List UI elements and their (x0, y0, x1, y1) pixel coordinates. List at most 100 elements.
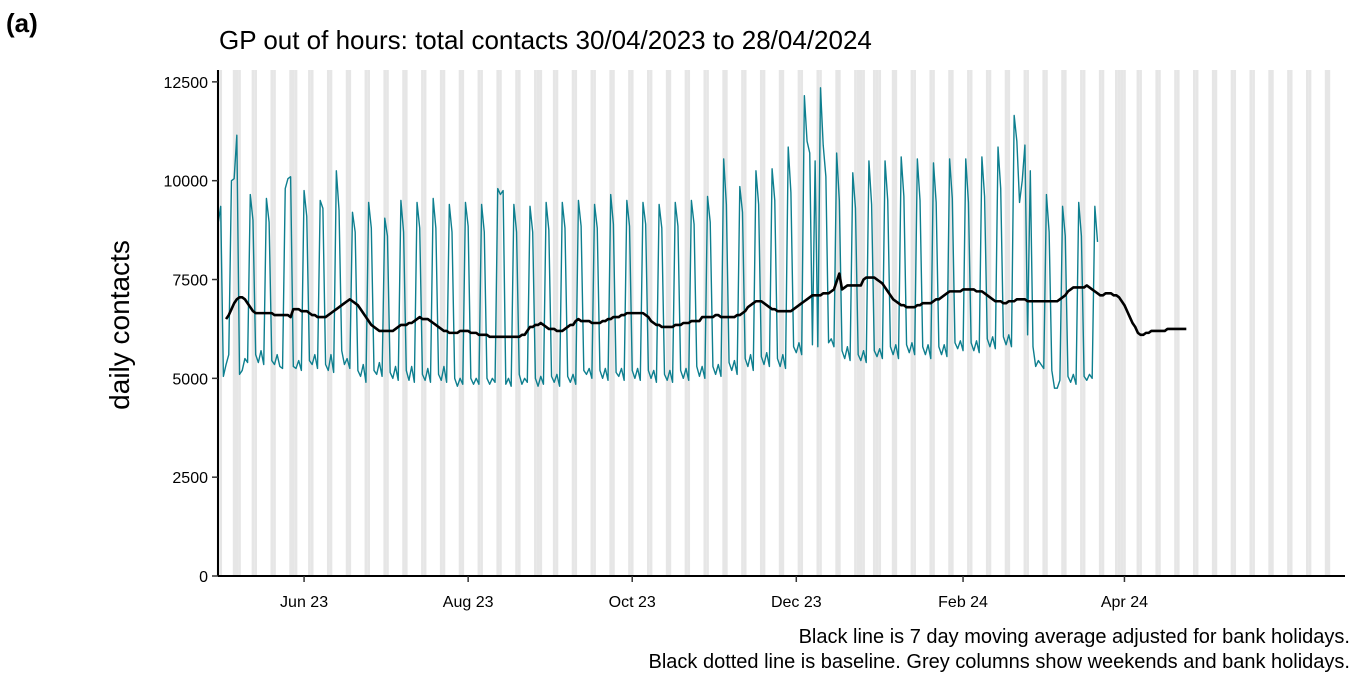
weekend-column (1233, 70, 1237, 576)
weekend-column (402, 70, 405, 576)
y-tick-label: 5000 (172, 371, 208, 388)
weekend-column (1098, 70, 1102, 576)
weekend-column (308, 70, 311, 576)
weekend-column (932, 70, 935, 576)
weekend-column (273, 70, 276, 576)
weekend-column (894, 70, 898, 576)
weekend-column (345, 70, 349, 576)
weekend-column (1023, 70, 1027, 576)
weekend-column (534, 70, 537, 576)
weekend-column (1007, 70, 1011, 576)
weekend-column (439, 70, 443, 576)
y-tick-label: 12500 (164, 75, 209, 92)
weekend-column (967, 70, 970, 576)
weekend-column (421, 70, 424, 576)
weekend-column (552, 70, 556, 576)
panel-label: (a) (6, 8, 38, 38)
x-tick-label: Feb 24 (938, 594, 988, 611)
moving-average-line (224, 272, 1187, 339)
weekend-column (703, 70, 707, 576)
weekend-column (762, 70, 766, 576)
weekend-column (1139, 70, 1142, 576)
weekend-column (270, 70, 274, 576)
weekend-shading-layer (216, 70, 1331, 576)
weekend-column (348, 70, 352, 576)
weekend-column (1268, 70, 1272, 576)
weekend-column (1080, 70, 1083, 576)
weekend-column (1271, 70, 1274, 576)
weekend-column (1214, 70, 1218, 576)
weekend-column (1193, 70, 1196, 576)
weekend-column (722, 70, 726, 576)
weekend-column (310, 70, 314, 576)
weekend-column (383, 70, 387, 576)
caption-shading-note: Black dotted line is baseline. Grey colu… (648, 651, 1350, 673)
weekend-column (628, 70, 631, 576)
weekend-column (1136, 70, 1140, 576)
weekend-column (404, 70, 408, 576)
weekend-column (1061, 70, 1064, 576)
weekend-column (837, 70, 841, 576)
weekend-column (668, 70, 672, 576)
x-tick-label: Jun 23 (280, 594, 328, 611)
daily-contacts-line (217, 87, 1099, 389)
weekend-column (778, 70, 782, 576)
weekend-column (1045, 70, 1048, 576)
weekend-column (1063, 70, 1067, 576)
weekend-column (1155, 70, 1159, 576)
weekend-column (950, 70, 954, 576)
x-tick-label: Aug 23 (443, 594, 494, 611)
weekend-column (725, 70, 728, 576)
weekend-column (1195, 70, 1199, 576)
weekend-column (781, 70, 785, 576)
weekend-column (235, 70, 239, 576)
weekend-column (1249, 70, 1253, 576)
weekend-column (862, 70, 865, 576)
weekend-column (988, 70, 992, 576)
weekend-column (1101, 70, 1105, 576)
axes: 0 2500 5000 7500 10000 12500 Jun 23 Aug 23 Oct 2… (164, 70, 1345, 611)
weekend-column (797, 70, 801, 576)
weekend-column (948, 70, 951, 576)
weekend-column (517, 70, 521, 576)
weekend-column (232, 70, 236, 576)
weekend-column (1004, 70, 1008, 576)
weekend-column (741, 70, 744, 576)
weekend-column (442, 70, 446, 576)
x-tick-label: Oct 23 (609, 594, 656, 611)
weekend-column (1230, 70, 1234, 576)
weekend-column (665, 70, 669, 576)
weekend-column (1158, 70, 1161, 576)
weekend-column (536, 70, 540, 576)
weekend-column (329, 70, 333, 576)
weekend-column (1117, 70, 1121, 576)
weekend-column (1327, 70, 1331, 576)
y-tick-label: 0 (199, 569, 208, 586)
weekend-column (423, 70, 427, 576)
weekend-column (647, 70, 650, 576)
weekend-column (1211, 70, 1215, 576)
weekend-column (854, 70, 857, 576)
weekend-column (875, 70, 879, 576)
weekend-column (612, 70, 615, 576)
weekend-column (364, 70, 368, 576)
y-tick-label: 7500 (172, 273, 208, 290)
y-tick-label: 10000 (164, 174, 209, 191)
weekend-column (609, 70, 613, 576)
weekend-column (461, 70, 465, 576)
weekend-column (1308, 70, 1312, 576)
weekend-column (859, 70, 863, 576)
weekend-column (649, 70, 653, 576)
weekend-column (878, 70, 882, 576)
x-tick-label: Dec 23 (771, 594, 822, 611)
weekend-column (1287, 70, 1290, 576)
series-layer (217, 87, 1187, 389)
weekend-column (1305, 70, 1309, 576)
weekend-column (1123, 70, 1126, 576)
weekend-column (1324, 70, 1328, 576)
weekend-column (555, 70, 559, 576)
weekend-column (1174, 70, 1177, 576)
weekend-column (458, 70, 462, 576)
weekend-column (1252, 70, 1255, 576)
